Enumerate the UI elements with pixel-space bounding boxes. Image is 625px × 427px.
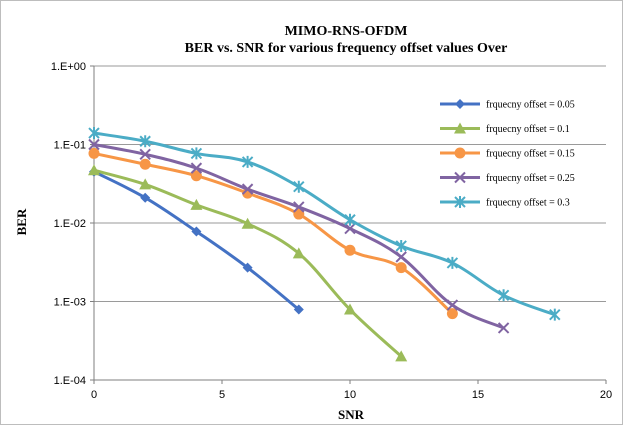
data-point bbox=[344, 213, 356, 226]
data-point bbox=[454, 196, 466, 208]
data-point bbox=[549, 308, 561, 321]
data-point bbox=[140, 192, 151, 203]
data-point bbox=[395, 350, 408, 362]
data-point bbox=[344, 244, 356, 256]
series-4 bbox=[88, 138, 510, 334]
data-point bbox=[88, 147, 100, 159]
data-point bbox=[139, 135, 151, 148]
data-point bbox=[395, 251, 407, 263]
legend-label: frquecny offset = 0.05 bbox=[486, 100, 575, 111]
legend: frquecny offset = 0.05 frquecny offset = … bbox=[440, 99, 575, 209]
series-5 bbox=[88, 127, 561, 321]
legend-label: frquecny offset = 0.25 bbox=[486, 173, 575, 184]
x-tick-label: 20 bbox=[600, 389, 612, 401]
legend-label: frquecny offset = 0.15 bbox=[486, 149, 575, 160]
legend-item: frquecny offset = 0.3 bbox=[440, 196, 570, 209]
data-point bbox=[88, 127, 100, 140]
data-point bbox=[446, 308, 458, 320]
x-tick-label: 5 bbox=[219, 389, 225, 401]
legend-label: frquecny offset = 0.3 bbox=[486, 198, 570, 209]
data-point bbox=[293, 201, 305, 213]
data-point bbox=[344, 303, 356, 315]
data-point bbox=[139, 178, 152, 190]
y-tick-label: 1.E+00 bbox=[51, 61, 86, 73]
data-point bbox=[292, 247, 305, 259]
y-tick-label: 1.E-04 bbox=[54, 375, 86, 387]
data-point bbox=[293, 304, 304, 315]
data-point bbox=[242, 262, 253, 273]
data-point bbox=[454, 147, 466, 159]
x-tick-label: 10 bbox=[344, 389, 356, 401]
data-point bbox=[497, 289, 510, 302]
series-2 bbox=[88, 164, 408, 362]
data-point bbox=[454, 122, 466, 134]
data-point bbox=[395, 239, 407, 252]
data-point bbox=[190, 170, 202, 182]
legend-item: frquecny offset = 0.1 bbox=[440, 122, 570, 135]
data-point bbox=[190, 162, 203, 174]
data-point bbox=[241, 183, 254, 195]
data-point bbox=[191, 226, 202, 237]
series-3 bbox=[88, 147, 458, 320]
data-series bbox=[88, 127, 561, 362]
data-point bbox=[139, 148, 151, 161]
data-point bbox=[344, 222, 356, 235]
y-axis-title: BER bbox=[14, 208, 29, 235]
legend-item: frquecny offset = 0.05 bbox=[440, 99, 575, 111]
data-point bbox=[454, 171, 466, 184]
axes: 1.E-04 1.E-03 1.E-02 1.E-01 1.E+00 0 5 10 15 20 bbox=[51, 61, 612, 401]
data-point bbox=[241, 217, 254, 229]
data-point bbox=[497, 322, 510, 334]
data-point bbox=[190, 147, 203, 160]
data-point bbox=[88, 138, 100, 151]
x-tick-label: 0 bbox=[91, 389, 97, 401]
y-tick-label: 1.E-02 bbox=[54, 218, 86, 230]
data-point bbox=[139, 158, 151, 170]
data-point bbox=[446, 256, 459, 269]
legend-item: frquecny offset = 0.15 bbox=[440, 147, 575, 160]
series-line bbox=[92, 131, 557, 317]
y-tick-label: 1.E-03 bbox=[54, 297, 86, 309]
legend-item: frquecny offset = 0.25 bbox=[440, 171, 575, 184]
data-point bbox=[455, 99, 465, 109]
x-axis-title: SNR bbox=[338, 407, 365, 422]
x-tick-label: 15 bbox=[472, 389, 484, 401]
chart-title: MIMO-RNS-OFDM bbox=[285, 24, 408, 39]
data-point bbox=[241, 155, 254, 168]
data-point bbox=[88, 164, 100, 176]
data-point bbox=[190, 198, 203, 210]
data-point bbox=[293, 180, 305, 193]
data-point bbox=[446, 299, 459, 311]
y-tick-label: 1.E-01 bbox=[54, 140, 86, 152]
chart-subtitle: BER vs. SNR for various frequency offset… bbox=[185, 41, 508, 56]
legend-label: frquecny offset = 0.1 bbox=[486, 124, 570, 135]
data-point bbox=[293, 208, 305, 220]
data-point bbox=[395, 262, 407, 274]
